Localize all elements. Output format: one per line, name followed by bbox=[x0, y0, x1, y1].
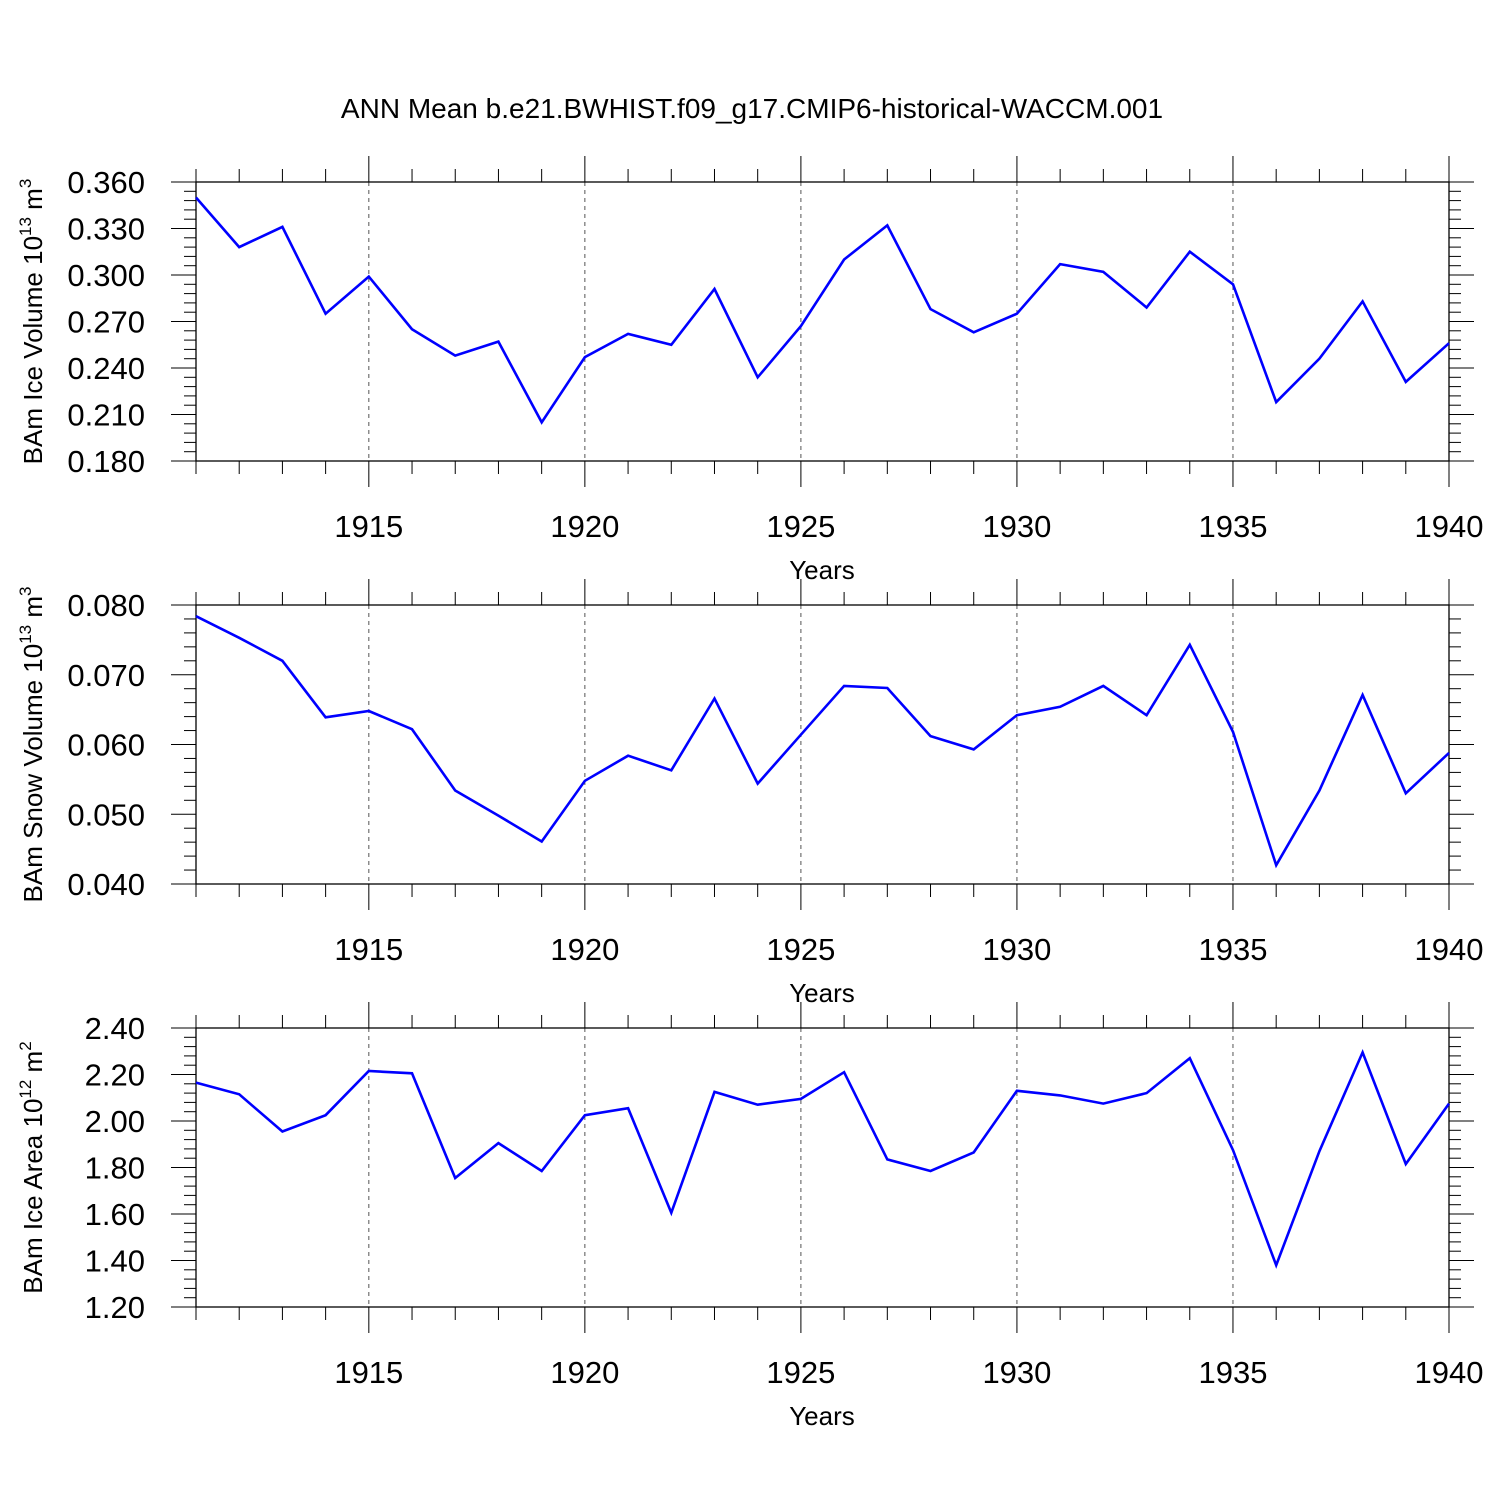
y-tick-label: 2.20 bbox=[85, 1058, 145, 1093]
x-tick-label: 1930 bbox=[982, 1355, 1051, 1390]
series-line bbox=[195, 1048, 1451, 1269]
x-tick-label: 1915 bbox=[334, 509, 403, 544]
y-tick-label: 1.60 bbox=[85, 1197, 145, 1232]
series-line bbox=[195, 196, 1450, 425]
x-tick-label: 1940 bbox=[1415, 1355, 1484, 1390]
y-tick-label: 1.40 bbox=[85, 1244, 145, 1279]
x-tick-label: 1930 bbox=[982, 509, 1051, 544]
y-tick-label: 1.80 bbox=[85, 1151, 145, 1186]
y-tick-label: 2.00 bbox=[85, 1104, 145, 1139]
y-tick-label: 0.070 bbox=[67, 658, 145, 693]
y-tick-label: 2.40 bbox=[85, 1011, 145, 1046]
y-tick-label: 0.050 bbox=[67, 797, 145, 832]
x-tick-label: 1920 bbox=[550, 509, 619, 544]
x-tick-label: 1925 bbox=[766, 509, 835, 544]
x-tick-label: 1920 bbox=[550, 1355, 619, 1390]
y-axis-label: BAm Ice Volume 1013 m3 bbox=[16, 179, 48, 465]
x-tick-label: 1925 bbox=[766, 1355, 835, 1390]
plot-frame bbox=[195, 1027, 1450, 1308]
y-tick-label: 1.20 bbox=[85, 1290, 145, 1325]
series-line bbox=[195, 615, 1450, 869]
y-tick-label: 0.360 bbox=[67, 165, 145, 200]
x-tick-label: 1940 bbox=[1415, 932, 1484, 967]
y-tick-label: 0.080 bbox=[67, 588, 145, 623]
chart-panel-3: 2.40 2.20 2.00 1.80 1.60 1.40 1.20 1915 1920 1925… bbox=[16, 1002, 1483, 1431]
x-tick-label: 1915 bbox=[334, 932, 403, 967]
x-axis-label: Years bbox=[789, 555, 855, 585]
x-tick-label: 1935 bbox=[1198, 932, 1267, 967]
y-tick-label: 0.040 bbox=[67, 867, 145, 902]
y-axis-label: BAm Ice Area 1012 m2 bbox=[16, 1041, 48, 1293]
y-tick-label: 0.240 bbox=[67, 351, 145, 386]
x-tick-label: 1925 bbox=[766, 932, 835, 967]
x-axis-label: Years bbox=[789, 1401, 855, 1431]
y-tick-label: 0.300 bbox=[67, 258, 145, 293]
chart-panel-2: 0.080 0.070 0.060 0.050 0.040 1915 1920 1925 193… bbox=[16, 579, 1483, 1008]
x-tick-label: 1920 bbox=[550, 932, 619, 967]
chart-panel-1: 0.360 0.330 0.300 0.270 0.240 0.210 0.180 1915 1… bbox=[16, 156, 1483, 585]
y-tick-label: 0.210 bbox=[67, 398, 145, 433]
plot-frame bbox=[195, 604, 1450, 885]
y-axis-label: BAm Snow Volume 1013 m3 bbox=[16, 587, 48, 903]
y-tick-label: 0.060 bbox=[67, 728, 145, 763]
x-tick-label: 1935 bbox=[1198, 1355, 1267, 1390]
y-tick-label: 0.330 bbox=[67, 212, 145, 247]
x-tick-label: 1935 bbox=[1198, 509, 1267, 544]
y-tick-label: 0.180 bbox=[67, 444, 145, 479]
plot-frame bbox=[195, 181, 1450, 462]
x-tick-label: 1930 bbox=[982, 932, 1051, 967]
x-axis-label: Years bbox=[789, 978, 855, 1008]
x-tick-label: 1915 bbox=[334, 1355, 403, 1390]
y-tick-label: 0.270 bbox=[67, 305, 145, 340]
x-tick-label: 1940 bbox=[1415, 509, 1484, 544]
chart-title: ANN Mean b.e21.BWHIST.f09_g17.CMIP6-hist… bbox=[341, 93, 1163, 124]
